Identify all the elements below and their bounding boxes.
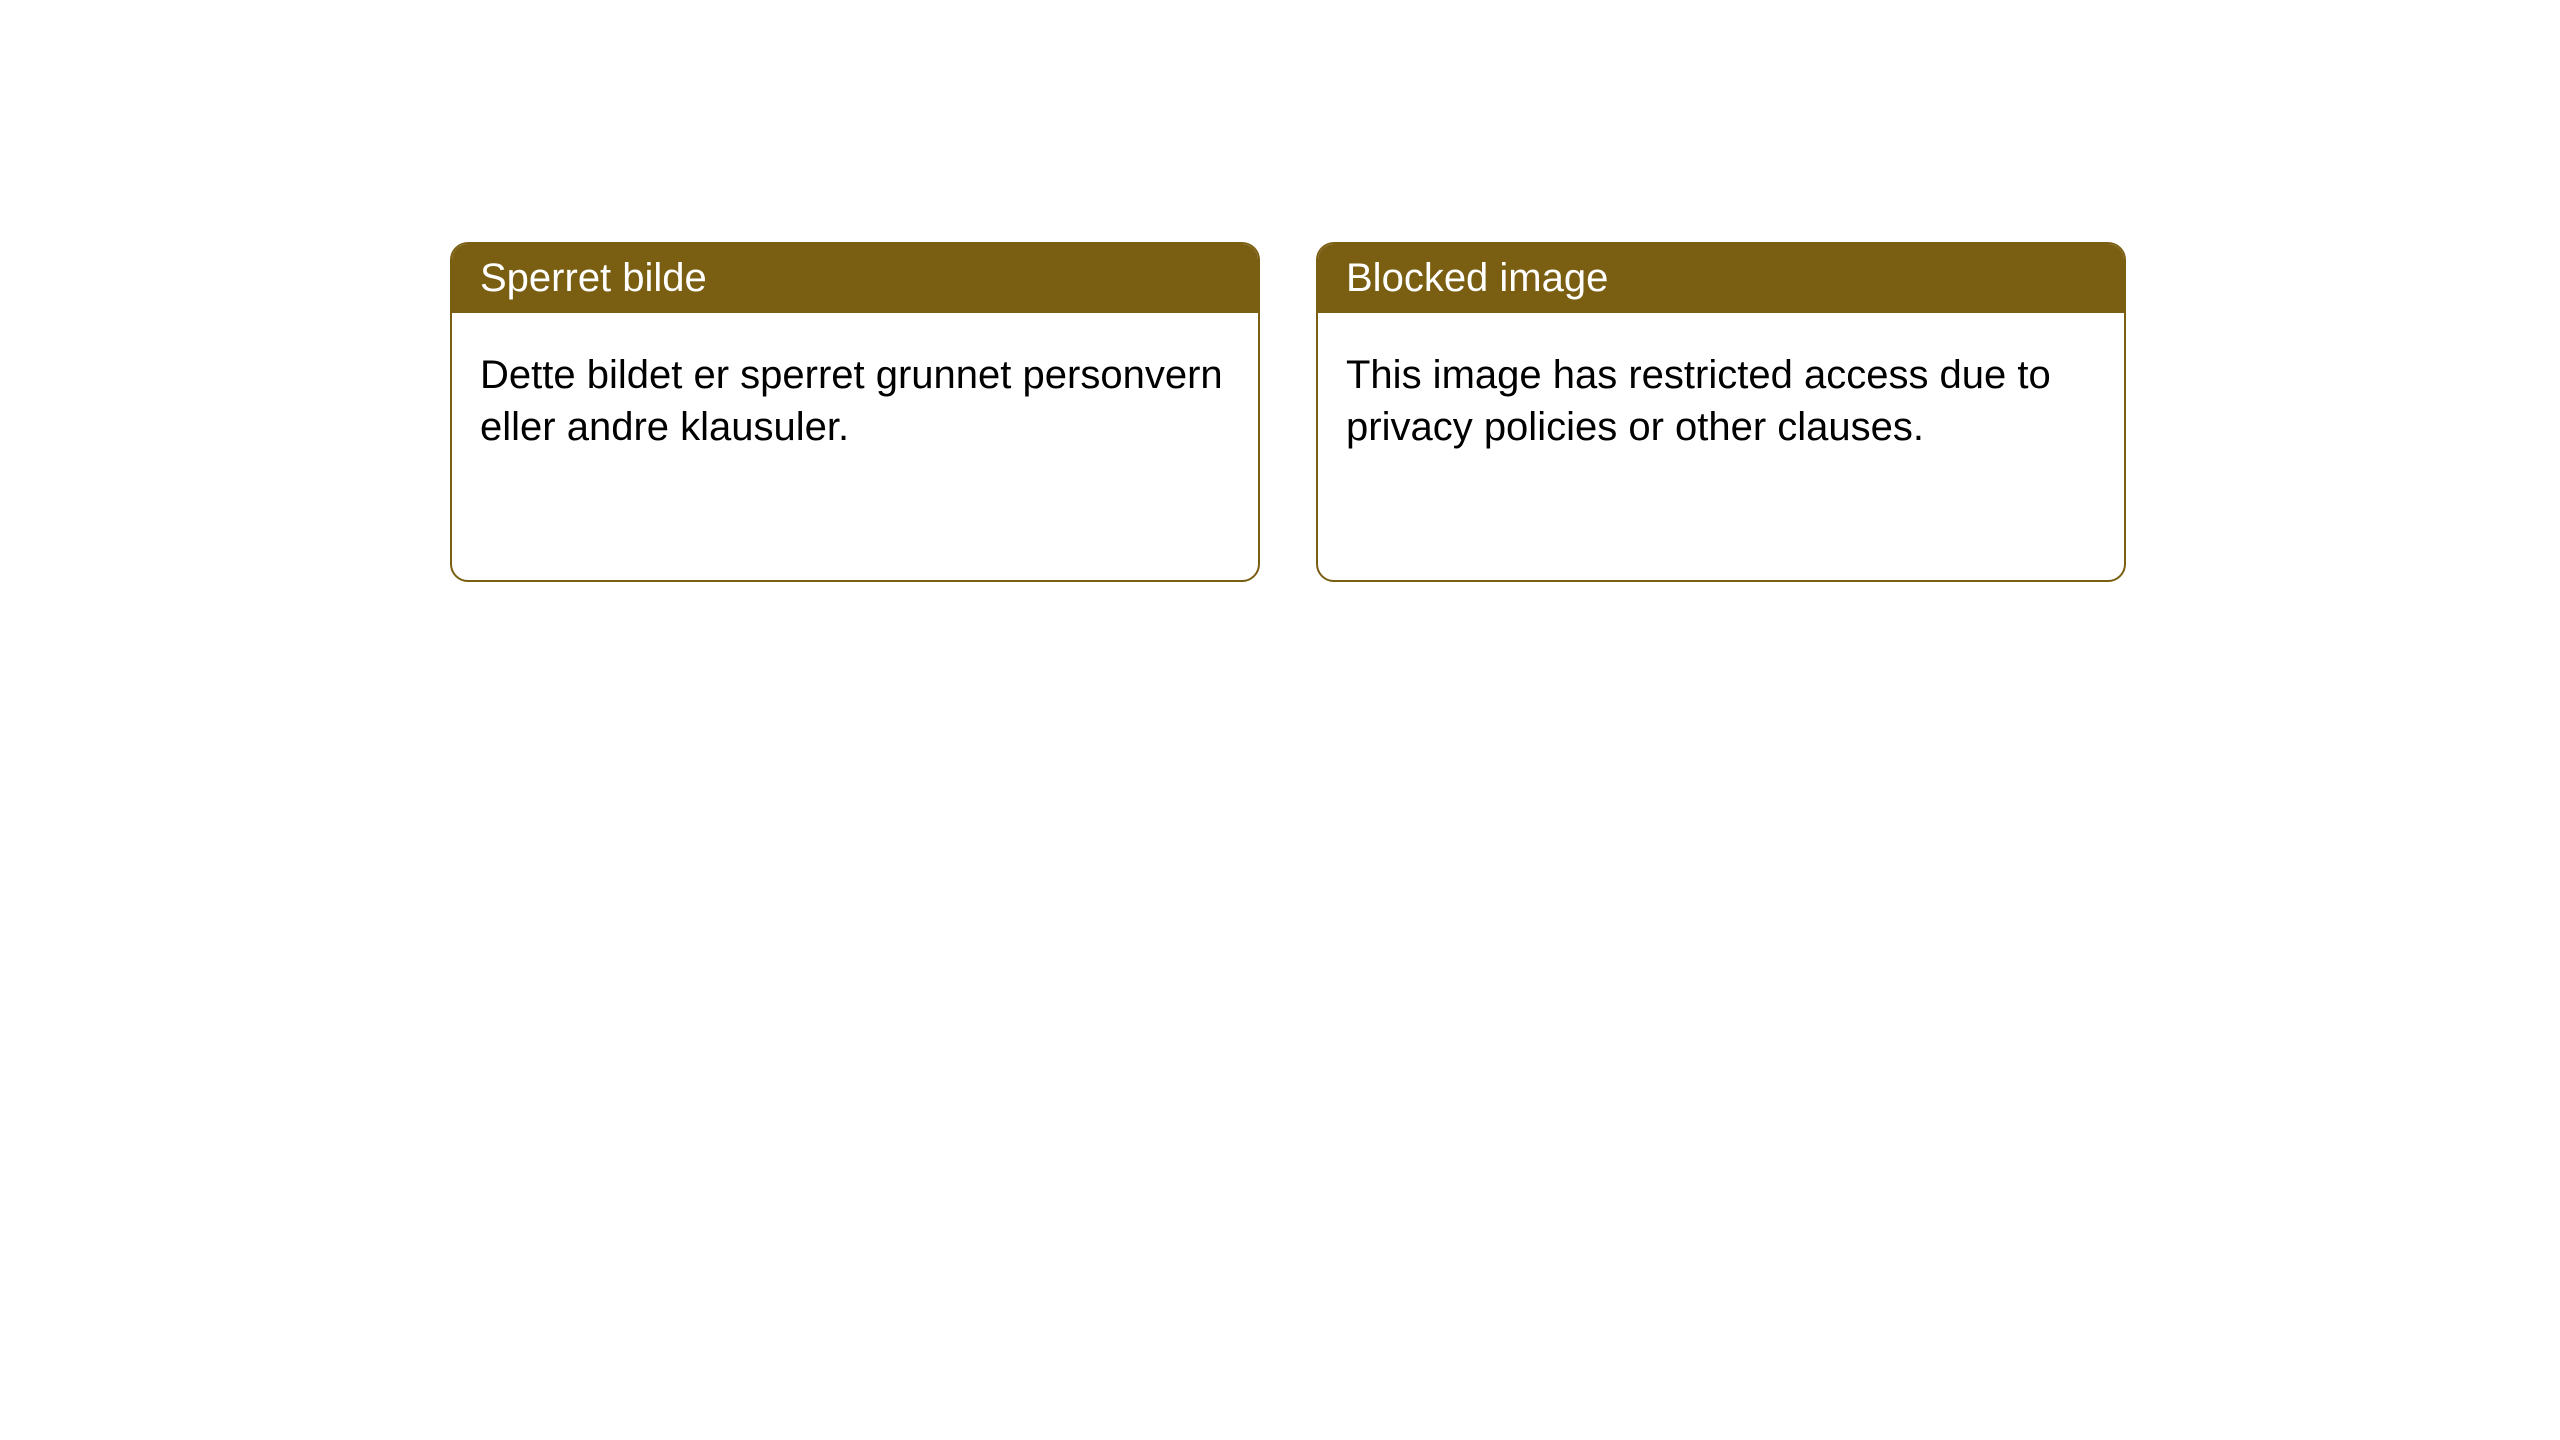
card-body-text: This image has restricted access due to …: [1346, 353, 2051, 449]
card-body: This image has restricted access due to …: [1318, 313, 2124, 489]
card-header-text: Sperret bilde: [480, 256, 707, 300]
notice-cards-container: Sperret bilde Dette bildet er sperret gr…: [450, 242, 2126, 582]
card-header-text: Blocked image: [1346, 256, 1608, 300]
blocked-image-card-en: Blocked image This image has restricted …: [1316, 242, 2126, 582]
card-header: Sperret bilde: [452, 244, 1258, 313]
blocked-image-card-no: Sperret bilde Dette bildet er sperret gr…: [450, 242, 1260, 582]
card-body-text: Dette bildet er sperret grunnet personve…: [480, 353, 1223, 449]
card-body: Dette bildet er sperret grunnet personve…: [452, 313, 1258, 489]
card-header: Blocked image: [1318, 244, 2124, 313]
